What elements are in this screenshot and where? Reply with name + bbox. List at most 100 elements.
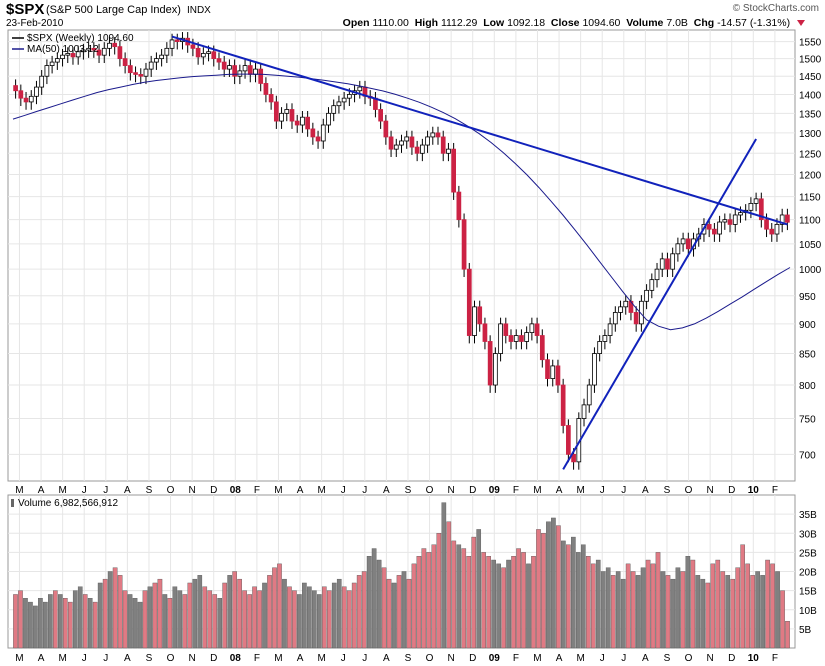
volume-bar	[451, 540, 457, 649]
index-name: (S&P 500 Large Cap Index) INDX	[46, 4, 211, 16]
x-tick-label-volume: 10	[748, 653, 760, 664]
candle-up	[670, 253, 676, 270]
volume-bar	[466, 556, 472, 649]
volume-bar	[710, 563, 716, 649]
candle-down	[785, 214, 790, 223]
volume-bar	[780, 590, 785, 649]
x-tick-label-volume: M	[58, 653, 66, 664]
volume-bar	[785, 621, 790, 649]
volume-bar	[600, 571, 606, 649]
candle-up	[284, 109, 290, 114]
volume-bar	[640, 567, 646, 649]
candle-up	[644, 289, 649, 302]
open-value: 1110.00	[372, 17, 409, 29]
high-label: High	[414, 17, 439, 29]
candle-up	[717, 221, 722, 235]
candle-down	[174, 39, 180, 42]
volume-bar	[546, 521, 551, 649]
volume-bar	[760, 575, 765, 649]
x-tick-label-volume: N	[189, 653, 196, 664]
chart-header: $SPX (S&P 500 Large Cap Index) INDX 23-Fe…	[0, 0, 825, 30]
x-tick-label-volume: A	[556, 653, 563, 664]
volume-bar	[227, 575, 232, 649]
candle-up	[498, 323, 503, 354]
volume-bar	[476, 529, 482, 649]
candle-down	[70, 53, 76, 58]
volume-bar	[152, 582, 158, 649]
resistance-trendline	[171, 35, 788, 226]
volume-bar	[237, 578, 242, 649]
volume-bar	[650, 563, 656, 649]
candle-down	[91, 47, 97, 51]
volume-bar	[147, 586, 153, 649]
volume-bar	[765, 559, 770, 649]
volume-bar	[127, 594, 133, 649]
x-tick-label: S	[664, 485, 671, 496]
volume-bar	[72, 590, 78, 649]
volume-tick-label: 30B	[799, 529, 817, 540]
volume-bar	[167, 598, 173, 649]
volume-bar	[28, 601, 33, 649]
x-tick-label: M	[58, 485, 66, 496]
candle-up	[602, 335, 608, 342]
volume-bar	[262, 582, 267, 649]
candle-down	[466, 268, 472, 336]
candle-down	[294, 120, 300, 126]
candle-up	[732, 214, 738, 225]
x-tick-label-volume: J	[621, 653, 626, 664]
candle-up	[206, 51, 211, 54]
x-tick-label: D	[210, 485, 217, 496]
x-tick-label: D	[728, 485, 735, 496]
candle-up	[597, 341, 603, 354]
volume-bar	[67, 601, 73, 649]
volume-bar	[282, 578, 287, 649]
candle-down	[503, 323, 509, 336]
candle-down	[221, 61, 227, 70]
volume-bar	[117, 575, 123, 649]
candle-down	[451, 148, 457, 193]
candle-down	[138, 74, 144, 77]
volume-bar	[326, 590, 332, 649]
candle-down	[477, 306, 483, 325]
price-tick-label: 700	[799, 450, 816, 461]
candle-down	[440, 136, 446, 154]
volume-bar	[371, 548, 377, 649]
volume-tick-label: 10B	[799, 606, 817, 617]
volume-bar	[536, 529, 541, 649]
x-tick-label-volume: D	[210, 653, 217, 664]
x-tick-label-volume: D	[728, 653, 735, 664]
volume-bar	[197, 575, 203, 649]
candle-up	[722, 219, 728, 223]
x-tick-label: N	[448, 485, 455, 496]
candle-up	[529, 323, 535, 333]
candle-up	[513, 335, 519, 342]
volume-bar	[23, 598, 28, 649]
candle-down	[534, 323, 540, 336]
volume-bar	[720, 571, 726, 649]
candle-down	[414, 146, 420, 154]
x-tick-label-volume: J	[341, 653, 346, 664]
candle-up	[404, 136, 410, 142]
chg-value: -14.57 (-1.31%)	[717, 17, 791, 29]
volume-bar	[202, 586, 208, 649]
volume-bar	[321, 586, 327, 649]
price-tick-label: 900	[799, 320, 816, 331]
volume-bar	[132, 598, 138, 649]
x-tick-label-volume: S	[405, 653, 412, 664]
x-tick-label-volume: S	[664, 653, 671, 664]
volume-bar	[53, 590, 58, 649]
volume-bar	[277, 563, 282, 649]
volume-bar	[431, 544, 437, 649]
candle-down	[117, 46, 123, 60]
volume-bar	[426, 552, 432, 649]
candle-down	[96, 49, 102, 56]
x-tick-label: M	[317, 485, 325, 496]
candle-down	[633, 312, 639, 325]
volume-bar	[272, 567, 277, 649]
volume-bar	[655, 552, 661, 649]
volume-bar	[287, 586, 292, 649]
candle-down	[268, 94, 274, 103]
candle-up	[300, 116, 305, 126]
volume-bar	[297, 594, 302, 649]
volume-bar	[177, 590, 183, 649]
